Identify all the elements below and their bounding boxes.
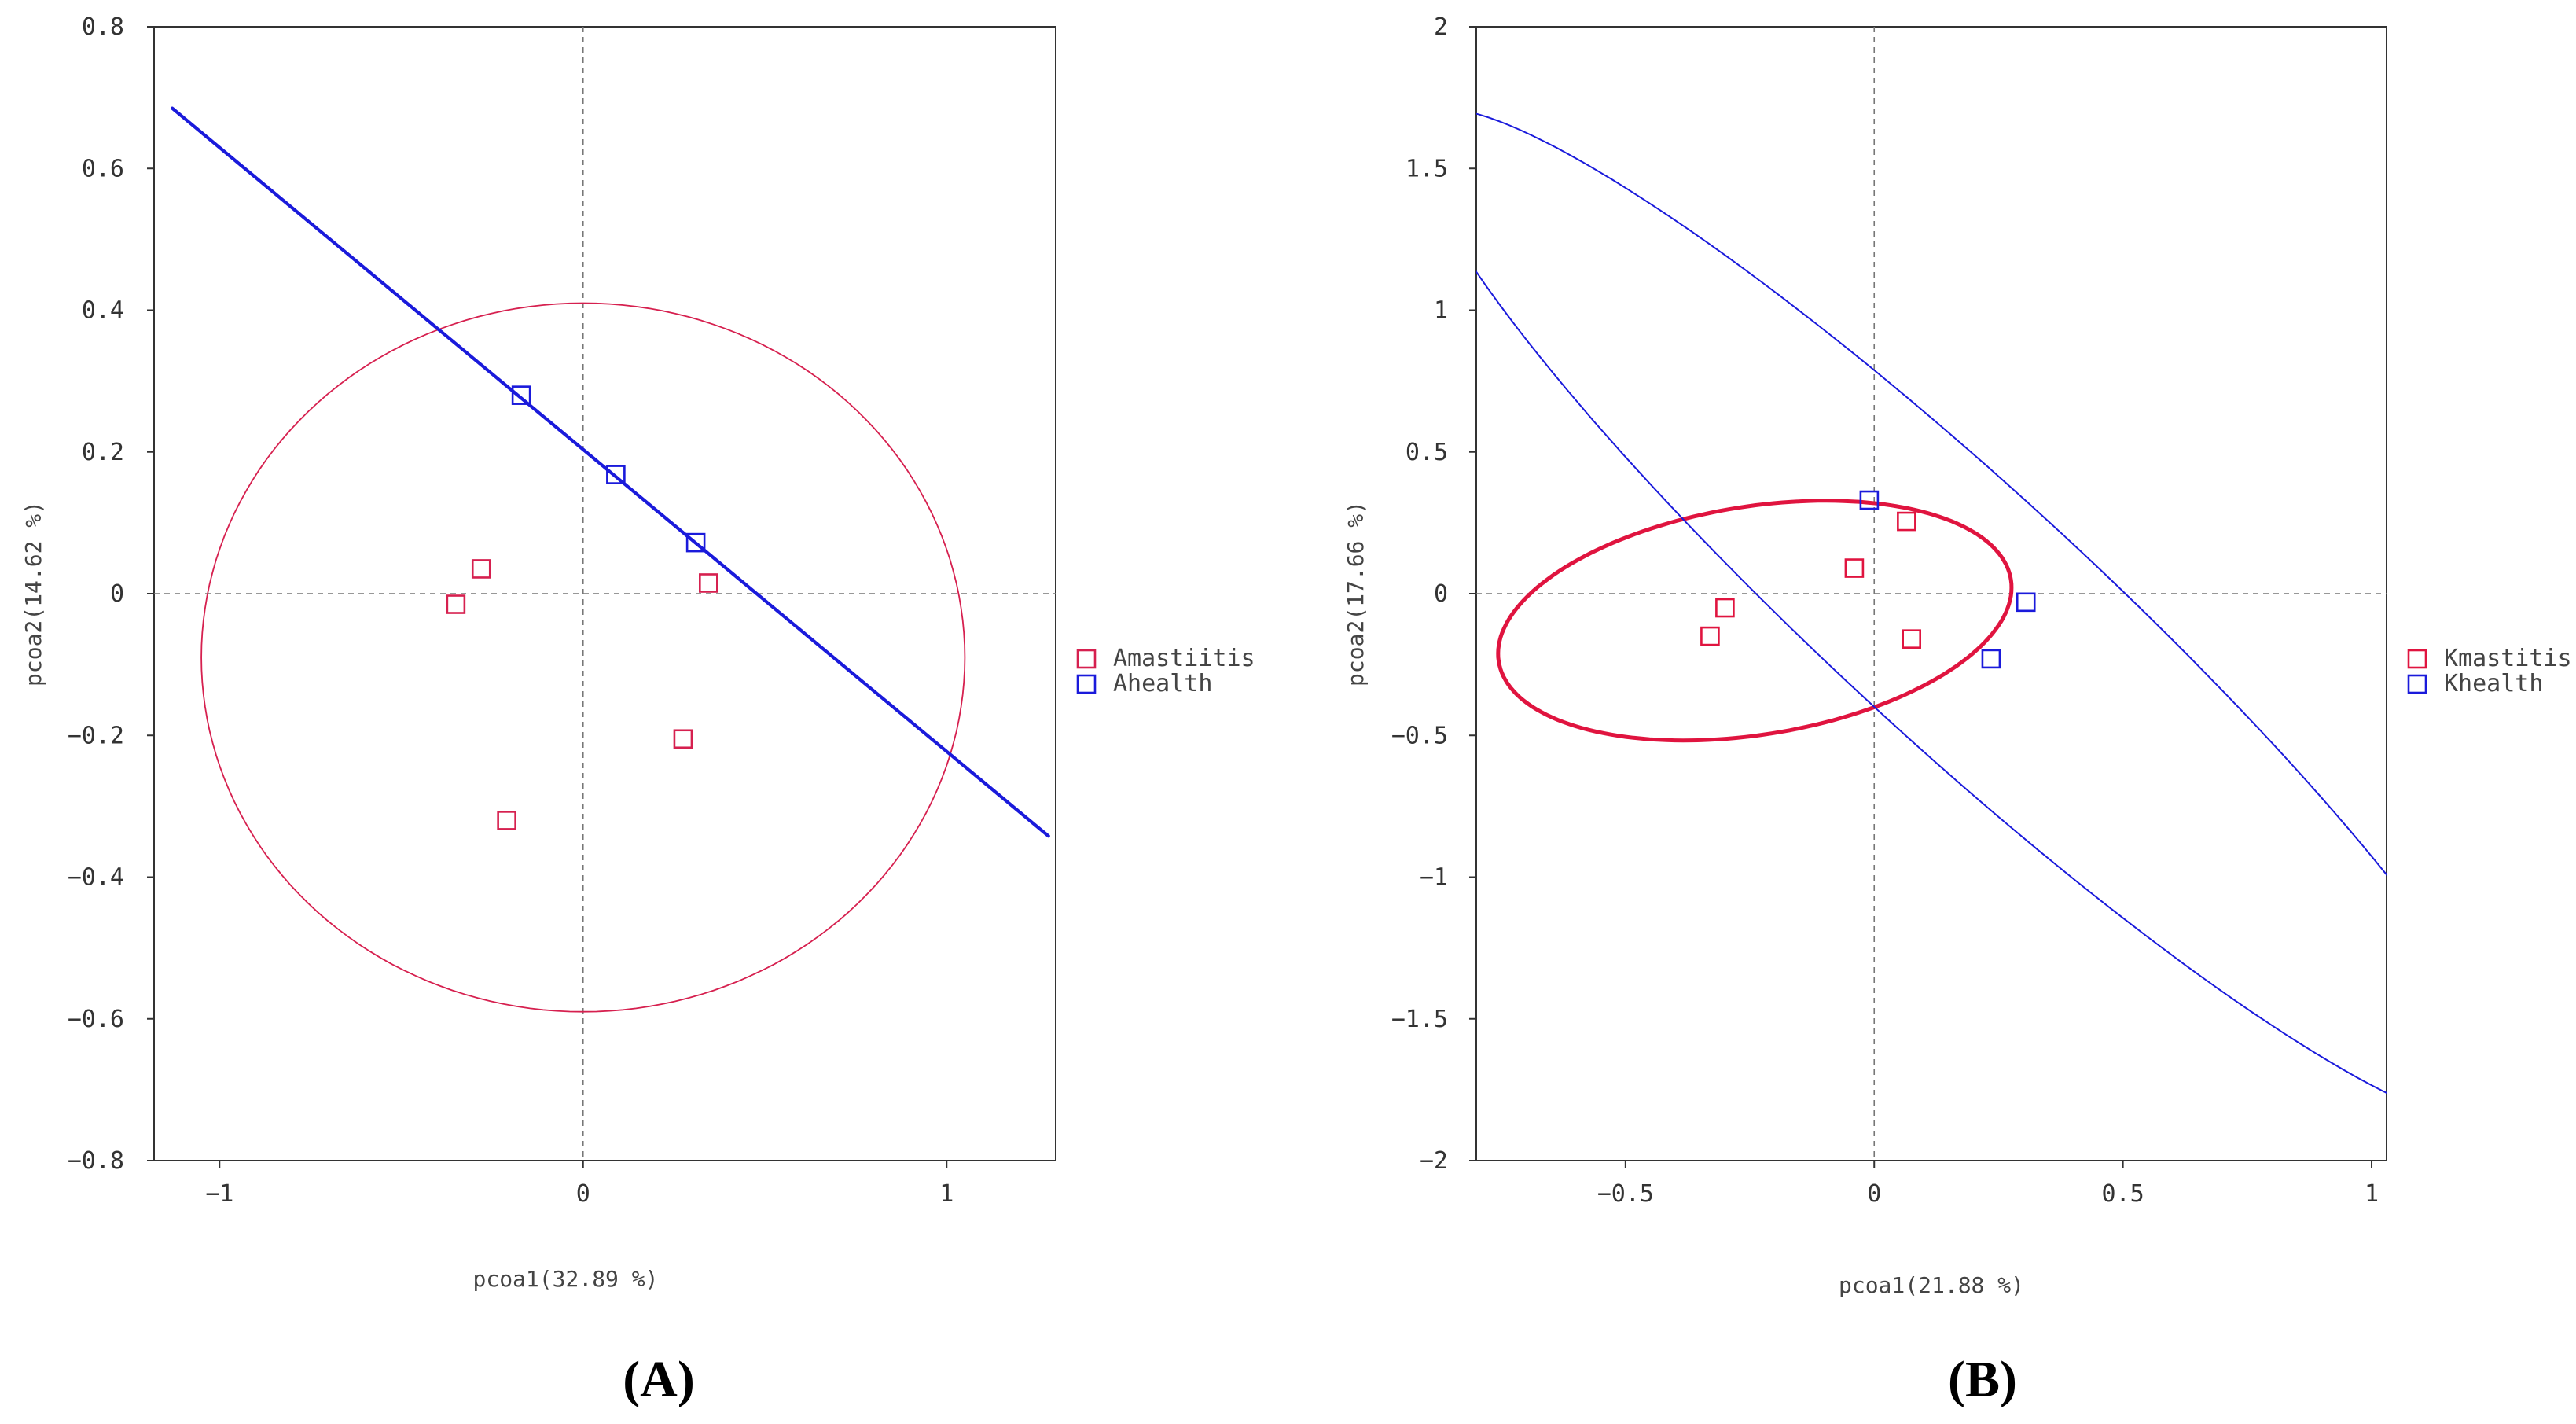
y-tick-label: 0.8 (82, 13, 124, 41)
y-tick-label: −1.5 (1391, 1006, 1448, 1033)
x-tick-label: 0.5 (2102, 1180, 2144, 1208)
panel-label: (B) (1948, 1351, 2017, 1408)
data-point-amastiitis (497, 811, 516, 830)
x-axis-label: pcoa1(21.88 %) (1839, 1272, 2024, 1298)
data-point-ahealth (606, 465, 626, 484)
data-point-khealth (1981, 649, 2001, 669)
confidence-ellipse-amastiitis (200, 302, 966, 1013)
legend-label: Khealth (2444, 670, 2543, 697)
chart-panel-b: 2 1.5 1 0.5 0 −0.5 −1 −1.5 −2 −0.5 0 0.5 1 pcoa1(21.8… (1343, 13, 2572, 1408)
panel-label: (A) (623, 1351, 695, 1408)
y-tick-label: 0.2 (82, 439, 124, 466)
data-point-amastiitis (699, 573, 718, 593)
ellipse-layer (171, 106, 1050, 1013)
data-point-kmastitis (1844, 558, 1865, 578)
confidence-ellipse-ahealth (171, 106, 1050, 838)
confidence-ellipse-kmastitis (1496, 499, 2014, 743)
y-tick-label: 1 (1434, 297, 1448, 325)
legend-swatch-ahealth (1076, 674, 1097, 694)
x-tick-label: 1 (939, 1180, 954, 1208)
x-tick-label: 0 (1867, 1180, 1881, 1208)
ellipse-layer (1476, 112, 2387, 1095)
y-tick-label: −0.5 (1391, 722, 1448, 749)
data-point-amastiitis (471, 559, 491, 579)
legend-swatch-khealth (2407, 674, 2427, 694)
y-tick-label: −2 (1420, 1147, 1448, 1175)
y-tick-label: 0.6 (82, 155, 124, 182)
data-point-amastiitis (673, 729, 693, 749)
chart-panel-a: 0.8 0.6 0.4 0.2 0 −0.2 −0.4 −0.6 −0.8 −1 0 1 pcoa1(3… (20, 13, 1255, 1408)
legend-label: Kmastitis (2444, 645, 2572, 672)
data-point-kmastitis (1902, 629, 1921, 649)
legend-label: Ahealth (1113, 670, 1212, 697)
legend-swatch-kmastitis (2407, 649, 2427, 669)
y-tick-label: 0.5 (1406, 439, 1448, 466)
legend-swatch-amastiitis (1076, 649, 1097, 669)
y-tick-label: −0.2 (68, 722, 124, 749)
y-tick-label: −1 (1420, 864, 1448, 892)
data-point-ahealth (685, 532, 706, 553)
data-point-kmastitis (1700, 626, 1720, 646)
x-tick-label: 1 (2365, 1180, 2379, 1208)
x-tick-label: 0 (576, 1180, 590, 1208)
y-axis-label: pcoa2(17.66 %) (1343, 501, 1369, 686)
confidence-ellipse-khealth (1476, 112, 2387, 1095)
y-axis-label: pcoa2(14.62 %) (20, 501, 46, 686)
y-tick-label: −0.8 (68, 1147, 124, 1175)
x-tick-label: −1 (205, 1180, 233, 1208)
data-point-khealth (2016, 592, 2036, 613)
y-tick-label: −0.6 (68, 1006, 124, 1033)
data-point-kmastitis (1715, 598, 1735, 618)
x-tick-label: −0.5 (1597, 1180, 1654, 1208)
legend-label: Amastiitis (1113, 645, 1255, 672)
y-tick-label: 0 (1434, 580, 1448, 608)
data-point-khealth (1859, 490, 1880, 510)
data-point-kmastitis (1897, 511, 1916, 532)
y-tick-label: −0.4 (68, 864, 124, 892)
y-tick-label: 1.5 (1406, 155, 1448, 182)
y-tick-label: 2 (1434, 13, 1448, 41)
x-axis-label: pcoa1(32.89 %) (472, 1266, 658, 1292)
data-point-ahealth (511, 385, 531, 405)
y-tick-label: 0.4 (82, 297, 124, 325)
y-tick-label: 0 (110, 580, 124, 608)
data-point-amastiitis (446, 594, 466, 614)
